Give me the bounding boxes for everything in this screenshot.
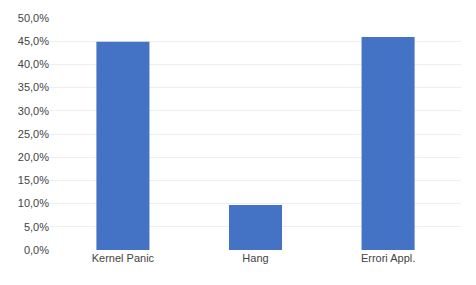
svg-text:5,0%: 5,0% <box>24 221 49 233</box>
svg-text:25,0%: 25,0% <box>18 128 49 140</box>
svg-text:Hang: Hang <box>242 252 268 264</box>
svg-text:50,0%: 50,0% <box>18 12 49 24</box>
svg-text:40,0%: 40,0% <box>18 58 49 70</box>
svg-text:Kernel Panic: Kernel Panic <box>92 252 155 264</box>
svg-text:45,0%: 45,0% <box>18 35 49 47</box>
svg-text:15,0%: 15,0% <box>18 174 49 186</box>
svg-text:Errori Appl.: Errori Appl. <box>361 252 415 264</box>
svg-text:0,0%: 0,0% <box>24 244 49 256</box>
svg-text:30,0%: 30,0% <box>18 105 49 117</box>
svg-text:20,0%: 20,0% <box>18 151 49 163</box>
svg-text:35,0%: 35,0% <box>18 81 49 93</box>
svg-text:10,0%: 10,0% <box>18 197 49 209</box>
